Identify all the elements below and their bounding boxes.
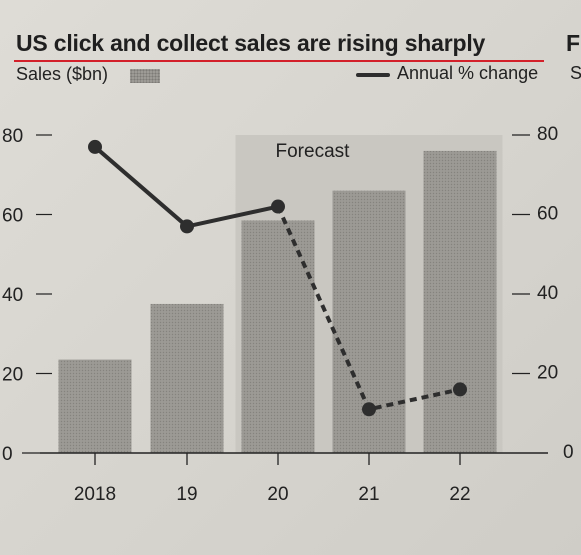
y-left-tick-label-40: 40 [2,285,23,306]
clipped-adjacent-legend: S [570,63,581,83]
title-underline [14,60,544,62]
forecast-label: Forecast [276,141,351,162]
y-right-tick-label-80: 80 [537,124,558,145]
x-tick-label-20: 20 [267,484,288,505]
y-left-tick-label-60: 60 [2,206,23,227]
clipped-adjacent-title: F [566,30,581,56]
x-tick-label-19: 19 [176,484,197,505]
annual-change-point-19 [180,219,194,234]
x-tick-label-2018: 2018 [74,484,116,505]
annual-change-point-2018 [88,139,102,154]
annual-change-point-22 [453,382,467,397]
y-right-tick-label-60: 60 [537,204,558,225]
y-left-tick-label-20: 20 [2,365,23,386]
x-tick-label-22: 22 [449,484,470,505]
y-left-tick-label-0: 0 [2,444,13,465]
y-right-tick-label-40: 40 [537,283,558,304]
legend-bars-swatch [130,69,160,83]
annual-change-point-21 [362,402,376,417]
bar-20 [241,220,315,453]
bar-22 [423,150,497,453]
y-right-tick-label-0: 0 [563,442,574,463]
y-left-tick-label-80: 80 [2,126,23,147]
chart-title: US click and collect sales are rising sh… [16,30,486,56]
annual-change-point-20 [271,199,285,214]
x-tick-label-21: 21 [358,484,379,505]
bar-19 [150,303,224,453]
legend-line-swatch [356,73,390,77]
legend-line-label: Annual % change [397,63,539,83]
bar-2018 [58,359,132,453]
legend-bars-label: Sales ($bn) [16,64,109,84]
y-right-tick-label-20: 20 [537,363,558,384]
